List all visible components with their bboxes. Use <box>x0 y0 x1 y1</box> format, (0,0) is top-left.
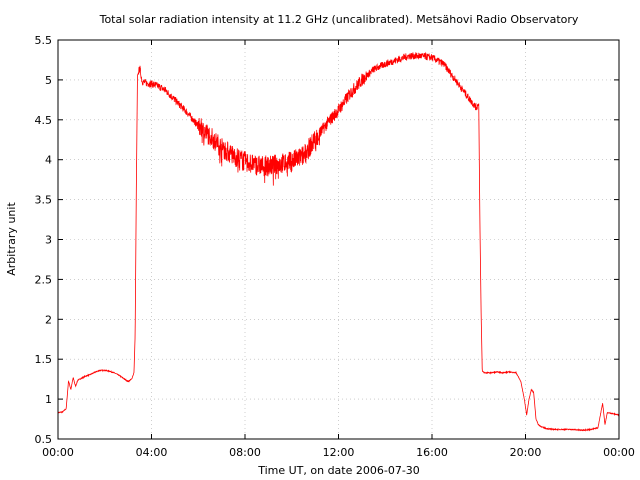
y-tick-label: 5 <box>45 74 52 87</box>
x-tick-label: 04:00 <box>136 446 168 459</box>
series-line <box>57 51 620 432</box>
x-tick-label: 00:00 <box>42 446 74 459</box>
chart-title: Total solar radiation intensity at 11.2 … <box>99 13 579 26</box>
y-tick-label: 3.5 <box>35 194 53 207</box>
x-tick-label: 08:00 <box>229 446 261 459</box>
x-tick-label: 16:00 <box>416 446 448 459</box>
y-tick-label: 4 <box>45 154 52 167</box>
y-tick-label: 5.5 <box>35 34 53 47</box>
y-axis-label: Arbitrary unit <box>5 202 18 276</box>
y-tick-label: 1.5 <box>35 353 53 366</box>
x-tick-label: 20:00 <box>510 446 542 459</box>
y-tick-label: 4.5 <box>35 114 53 127</box>
y-tick-label: 3 <box>45 234 52 247</box>
y-tick-label: 1 <box>45 393 52 406</box>
x-axis-label: Time UT, on date 2006-07-30 <box>257 464 420 477</box>
tick-layer: 00:00 04:00 08:00 12:00 16:00 20:00 00:000.511… <box>35 34 635 459</box>
grid-layer <box>58 40 619 439</box>
x-tick-label: 12:00 <box>323 446 355 459</box>
x-tick-label: 00:00 <box>603 446 635 459</box>
y-tick-label: 2 <box>45 313 52 326</box>
series-layer <box>57 51 620 432</box>
y-tick-label: 0.5 <box>35 433 53 446</box>
y-tick-label: 2.5 <box>35 273 53 286</box>
